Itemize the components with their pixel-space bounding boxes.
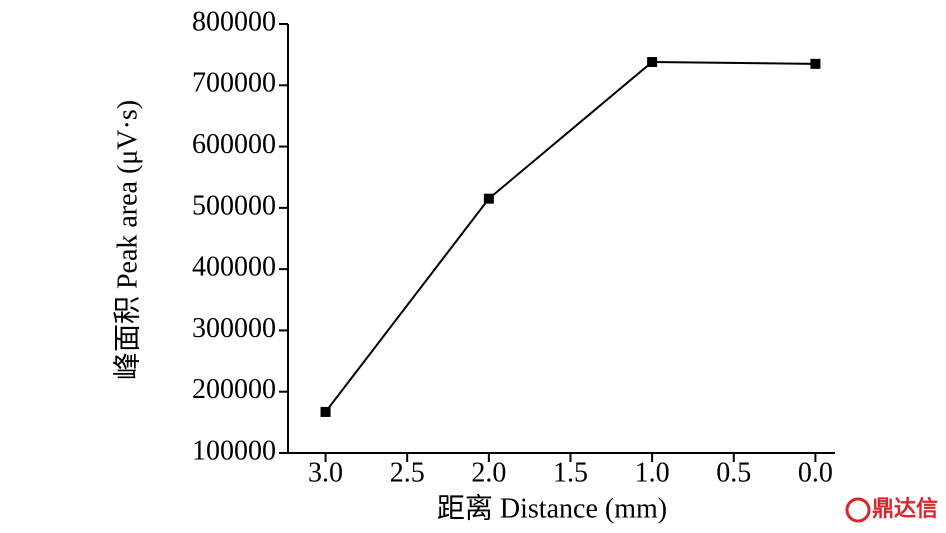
y-tick-label: 300000	[192, 313, 276, 344]
x-axis-label: 距离 Distance (mm)	[437, 492, 667, 524]
data-point	[647, 56, 658, 67]
x-tick-label: 1.0	[635, 457, 670, 488]
watermark-logo	[845, 497, 871, 523]
data-point	[320, 406, 331, 417]
y-tick-label: 600000	[192, 129, 276, 160]
x-tick-label: 0.5	[716, 457, 751, 488]
y-tick-label: 200000	[192, 374, 276, 405]
y-axis-label: 峰面积 Peak area (μV·s)	[111, 100, 143, 380]
x-tick-label: 3.0	[308, 457, 343, 488]
watermark: 鼎达信	[872, 496, 938, 522]
data-line	[324, 60, 816, 413]
x-tick-label: 1.5	[553, 457, 588, 488]
data-point	[483, 193, 494, 204]
x-tick-label: 2.5	[390, 457, 425, 488]
data-point	[810, 58, 821, 69]
x-tick-label: 0.0	[798, 457, 833, 488]
y-tick-label: 500000	[192, 190, 276, 221]
y-tick-label: 400000	[192, 252, 276, 283]
x-tick-label: 2.0	[471, 457, 506, 488]
y-tick-label: 700000	[192, 68, 276, 99]
y-tick-label: 800000	[192, 6, 276, 37]
y-tick-label: 100000	[192, 435, 276, 466]
